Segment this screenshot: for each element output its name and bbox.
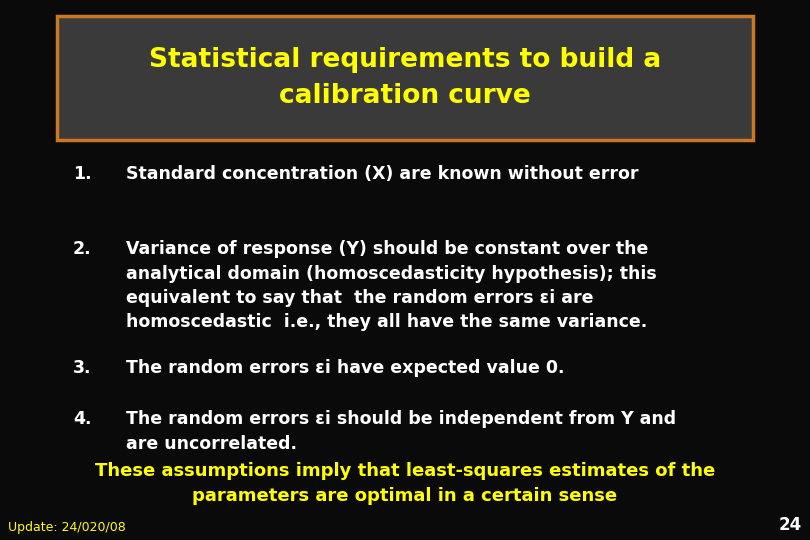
Text: Standard concentration (X) are known without error: Standard concentration (X) are known wit… — [126, 165, 638, 183]
Text: 2.: 2. — [73, 240, 92, 258]
Text: 24: 24 — [778, 516, 802, 534]
Text: Statistical requirements to build a
calibration curve: Statistical requirements to build a cali… — [149, 48, 661, 109]
Text: Update: 24/020/08: Update: 24/020/08 — [8, 521, 126, 534]
Text: The random errors εi should be independent from Y and
are uncorrelated.: The random errors εi should be independe… — [126, 410, 676, 453]
FancyBboxPatch shape — [57, 16, 753, 140]
Text: Variance of response (Y) should be constant over the
analytical domain (homosced: Variance of response (Y) should be const… — [126, 240, 656, 331]
Text: 4.: 4. — [73, 410, 92, 428]
Text: 3.: 3. — [73, 359, 92, 377]
Text: These assumptions imply that least-squares estimates of the
parameters are optim: These assumptions imply that least-squar… — [95, 462, 715, 505]
Text: The random errors εi have expected value 0.: The random errors εi have expected value… — [126, 359, 564, 377]
Text: 1.: 1. — [73, 165, 92, 183]
